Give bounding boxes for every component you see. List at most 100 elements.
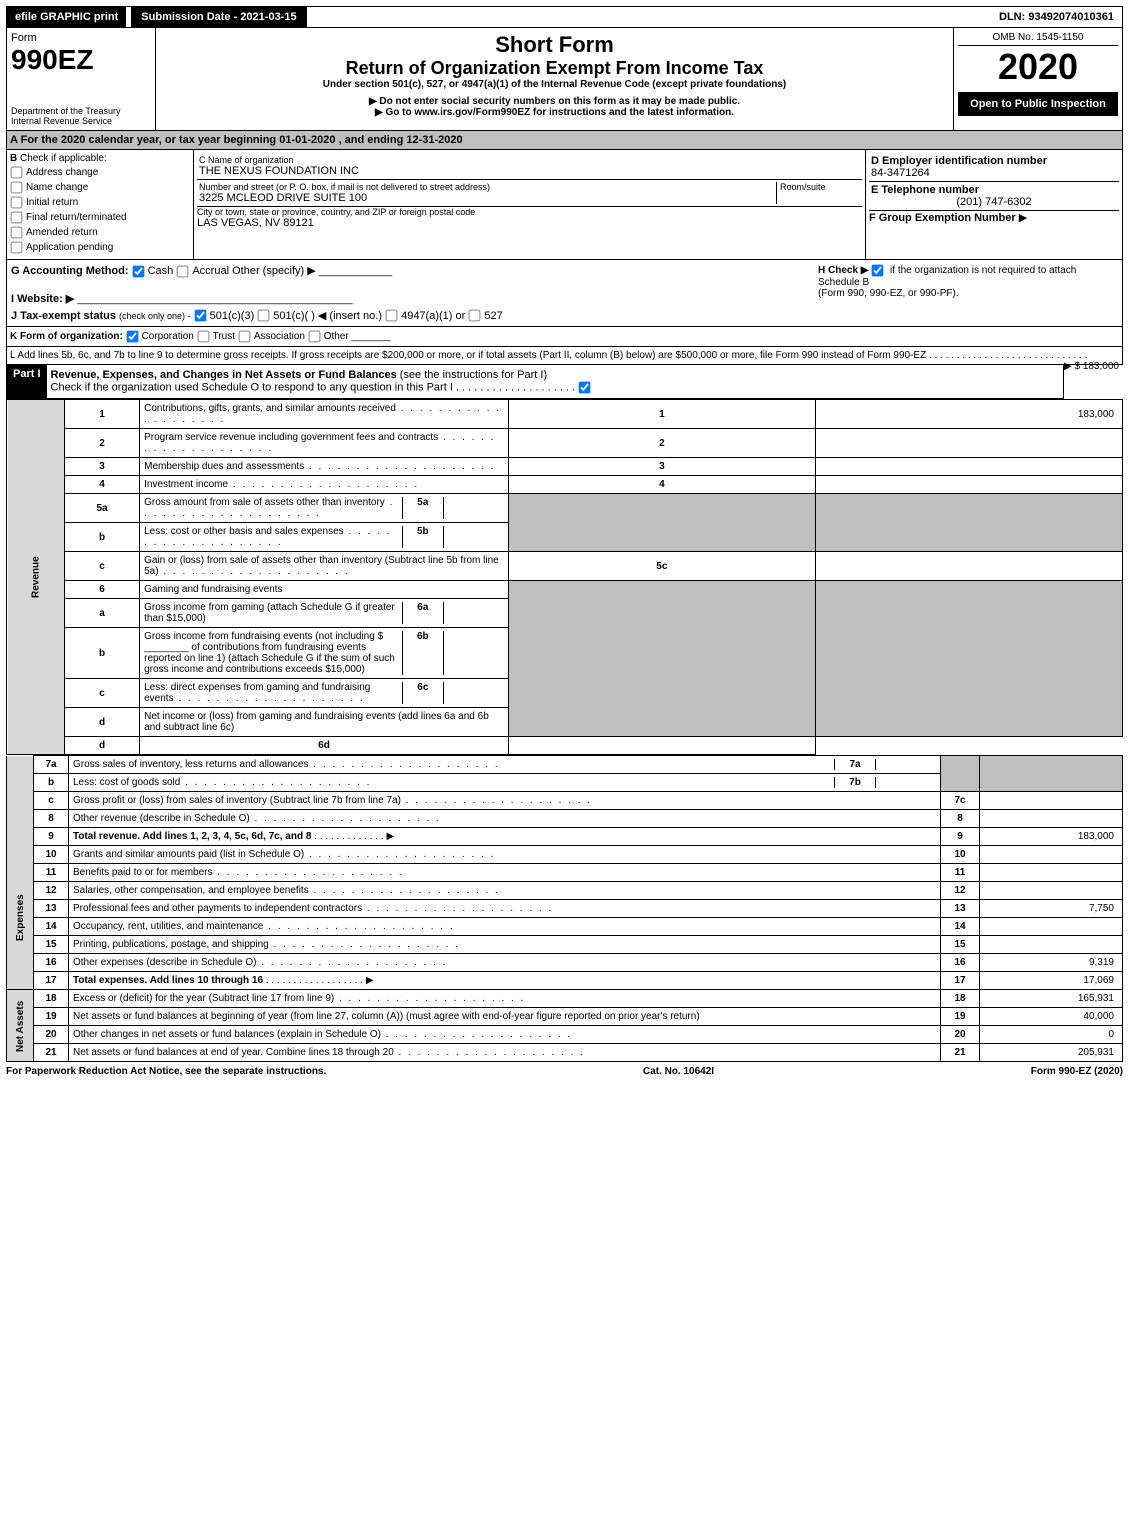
amt-19: 40,000 [980, 1008, 1123, 1026]
ssn-warning: Do not enter social security numbers on … [160, 96, 949, 107]
open-public: Open to Public Inspection [958, 92, 1118, 116]
cb-527[interactable] [469, 310, 481, 322]
g-other: Other (specify) ▶ [232, 265, 316, 277]
cb-address-change[interactable]: Address change [10, 166, 190, 179]
line-15: Printing, publications, postage, and shi… [69, 936, 941, 954]
g-label: G Accounting Method: [11, 265, 129, 277]
revenue-label: Revenue [7, 400, 65, 755]
section-h: H Check ▶ if the organization is not req… [818, 264, 1118, 299]
line-6b: Gross income from fundraising events (no… [144, 631, 383, 642]
cb-501c[interactable] [258, 310, 270, 322]
footer-right: Form 990-EZ (2020) [1031, 1066, 1123, 1077]
part1-title: Revenue, Expenses, and Changes in Net As… [51, 369, 397, 381]
cb-4947[interactable] [386, 310, 398, 322]
irs-label: Internal Revenue Service [11, 116, 151, 126]
footer: For Paperwork Reduction Act Notice, see … [6, 1062, 1123, 1081]
section-g-i-j: H Check ▶ if the organization is not req… [6, 260, 1123, 327]
amt-13: 7,750 [980, 900, 1123, 918]
c-label: C Name of organization [199, 155, 860, 165]
line-19: Net assets or fund balances at beginning… [69, 1008, 941, 1026]
line-17: Total expenses. Add lines 10 through 16 [73, 975, 263, 986]
line-14: Occupancy, rent, utilities, and maintena… [69, 918, 941, 936]
ein: 84-3471264 [871, 167, 1117, 179]
short-form-title: Short Form [160, 32, 949, 58]
i-label: I Website: ▶ [11, 293, 74, 305]
cb-name-change[interactable]: Name change [10, 181, 190, 194]
cb-final-return[interactable]: Final return/terminated [10, 211, 190, 224]
form-number: 990EZ [11, 44, 151, 76]
tax-year: 2020 [958, 46, 1118, 88]
telephone: (201) 747-6302 [871, 196, 1117, 208]
line-7c: Gross profit or (loss) from sales of inv… [69, 792, 941, 810]
line-5b: Less: cost or other basis and sales expe… [144, 526, 402, 548]
part1-label: Part I [7, 365, 47, 398]
org-name: THE NEXUS FOUNDATION INC [199, 165, 860, 177]
amt-1: 183,000 [815, 400, 1122, 429]
line-a: A For the 2020 calendar year, or tax yea… [7, 131, 466, 149]
expenses-label: Expenses [7, 846, 34, 990]
line-7b: Less: cost of goods sold [73, 777, 834, 788]
cb-amended[interactable]: Amended return [10, 226, 190, 239]
line-6c: Less: direct expenses from gaming and fu… [144, 682, 402, 704]
line-5a: Gross amount from sale of assets other t… [144, 497, 402, 519]
cb-initial-return[interactable]: Initial return [10, 196, 190, 209]
submission-date: Submission Date - 2021-03-15 [131, 7, 306, 27]
cb-501c3[interactable] [194, 310, 206, 322]
line-1: Contributions, gifts, grants, and simila… [140, 400, 509, 429]
cb-other[interactable] [308, 331, 320, 343]
e-label: E Telephone number [871, 184, 979, 196]
room-suite: Room/suite [776, 182, 860, 204]
line-7a: Gross sales of inventory, less returns a… [73, 759, 834, 770]
omb-number: OMB No. 1545-1150 [958, 32, 1118, 46]
line-l: L Add lines 5b, 6c, and 7b to line 9 to … [6, 347, 1123, 365]
line-5c: Gain or (loss) from sale of assets other… [140, 552, 509, 581]
goto-link[interactable]: Go to www.irs.gov/Form990EZ for instruct… [160, 107, 949, 118]
cb-application[interactable]: Application pending [10, 241, 190, 254]
section-b: B Check if applicable: Address change Na… [7, 150, 194, 259]
cb-assoc[interactable] [238, 331, 250, 343]
b-label: Check if applicable: [20, 153, 107, 164]
line-18: Excess or (deficit) for the year (Subtra… [69, 990, 941, 1008]
line-16: Other expenses (describe in Schedule O) [69, 954, 941, 972]
city: LAS VEGAS, NV 89121 [197, 217, 862, 229]
lines-table-2: 7aGross sales of inventory, less returns… [6, 755, 1123, 1062]
cb-trust[interactable] [197, 331, 209, 343]
netassets-label: Net Assets [7, 990, 34, 1062]
line-3: Membership dues and assessments [140, 458, 509, 476]
f-label: F Group Exemption Number [869, 212, 1016, 224]
form-header: Form 990EZ Department of the Treasury In… [6, 28, 1123, 131]
footer-mid: Cat. No. 10642I [643, 1066, 714, 1077]
amt-18: 165,931 [980, 990, 1123, 1008]
part1-check: Check if the organization used Schedule … [51, 382, 453, 394]
section-def: D Employer identification number84-34712… [866, 150, 1122, 259]
line-21: Net assets or fund balances at end of ye… [69, 1044, 941, 1062]
street-label: Number and street (or P. O. box, if mail… [199, 182, 776, 192]
line-k: K Form of organization: Corporation Trus… [6, 327, 1123, 347]
cb-accrual[interactable] [177, 265, 189, 277]
amt-20: 0 [980, 1026, 1123, 1044]
line-9: Total revenue. Add lines 1, 2, 3, 4, 5c,… [73, 831, 311, 842]
street: 3225 MCLEOD DRIVE SUITE 100 [199, 192, 776, 204]
cb-h[interactable] [872, 265, 884, 277]
footer-left: For Paperwork Reduction Act Notice, see … [6, 1066, 326, 1077]
part1-sub: (see the instructions for Part I) [400, 369, 547, 381]
efile-print-button[interactable]: efile GRAPHIC print [7, 7, 127, 27]
gross-receipts: ▶ $ 183,000 [1064, 361, 1119, 372]
line-6: Gaming and fundraising events [140, 581, 509, 599]
lines-table: Revenue 1Contributions, gifts, grants, a… [6, 399, 1123, 755]
amt-9: 183,000 [980, 828, 1123, 846]
under-section: Under section 501(c), 527, or 4947(a)(1)… [160, 79, 949, 90]
section-c: C Name of organizationTHE NEXUS FOUNDATI… [194, 150, 866, 259]
line-6a: Gross income from gaming (attach Schedul… [144, 602, 402, 624]
line-10: Grants and similar amounts paid (list in… [69, 846, 941, 864]
revenue-label2 [7, 756, 34, 846]
cb-schedule-o[interactable] [579, 382, 591, 394]
dln: DLN: 93492074010361 [991, 7, 1122, 27]
line-20: Other changes in net assets or fund bala… [69, 1026, 941, 1044]
amt-16: 9,319 [980, 954, 1123, 972]
top-bar: efile GRAPHIC print Submission Date - 20… [6, 6, 1123, 28]
cb-corp[interactable] [126, 331, 138, 343]
d-label: D Employer identification number [871, 155, 1047, 167]
line-12: Salaries, other compensation, and employ… [69, 882, 941, 900]
cb-cash[interactable] [132, 265, 144, 277]
